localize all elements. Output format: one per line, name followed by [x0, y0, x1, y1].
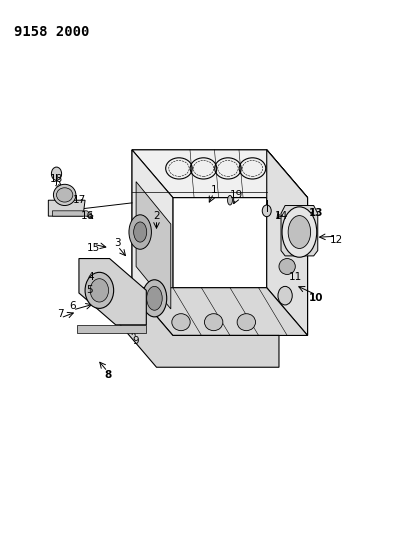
- Text: 16: 16: [81, 211, 94, 221]
- Ellipse shape: [237, 314, 256, 330]
- Text: 1: 1: [210, 184, 217, 195]
- Text: 15: 15: [87, 243, 100, 253]
- Text: 3: 3: [114, 238, 121, 248]
- Polygon shape: [53, 211, 93, 216]
- Text: 18: 18: [50, 174, 63, 184]
- Ellipse shape: [278, 286, 292, 305]
- Text: 9: 9: [133, 336, 139, 346]
- Text: 13: 13: [309, 208, 323, 219]
- Ellipse shape: [90, 279, 109, 302]
- Polygon shape: [115, 288, 279, 367]
- Polygon shape: [132, 150, 173, 335]
- Polygon shape: [132, 288, 307, 335]
- Ellipse shape: [172, 314, 190, 330]
- Text: 5: 5: [86, 285, 92, 295]
- Ellipse shape: [51, 167, 62, 180]
- Ellipse shape: [129, 215, 151, 249]
- Ellipse shape: [205, 314, 223, 330]
- Polygon shape: [79, 259, 146, 325]
- Text: 8: 8: [104, 370, 111, 380]
- Text: 2: 2: [153, 211, 160, 221]
- Text: 17: 17: [72, 195, 85, 205]
- Polygon shape: [267, 150, 307, 335]
- Text: 7: 7: [57, 309, 64, 319]
- Ellipse shape: [282, 207, 317, 257]
- Ellipse shape: [134, 222, 147, 242]
- Polygon shape: [136, 182, 171, 309]
- Ellipse shape: [85, 272, 114, 309]
- Text: 19: 19: [229, 190, 243, 200]
- Ellipse shape: [53, 184, 76, 206]
- Text: 10: 10: [309, 293, 323, 303]
- Text: 14: 14: [275, 211, 288, 221]
- Ellipse shape: [228, 196, 233, 205]
- Ellipse shape: [262, 205, 271, 216]
- Ellipse shape: [288, 216, 311, 248]
- Text: 12: 12: [330, 235, 343, 245]
- Polygon shape: [48, 200, 85, 216]
- Polygon shape: [132, 150, 307, 198]
- Text: 4: 4: [88, 272, 95, 282]
- Ellipse shape: [279, 259, 296, 274]
- Text: 9158 2000: 9158 2000: [14, 25, 89, 39]
- Polygon shape: [281, 206, 318, 256]
- Ellipse shape: [56, 188, 73, 202]
- Text: 11: 11: [289, 272, 302, 282]
- Ellipse shape: [142, 280, 167, 317]
- Polygon shape: [77, 325, 146, 333]
- Ellipse shape: [147, 286, 162, 310]
- Text: 6: 6: [69, 301, 76, 311]
